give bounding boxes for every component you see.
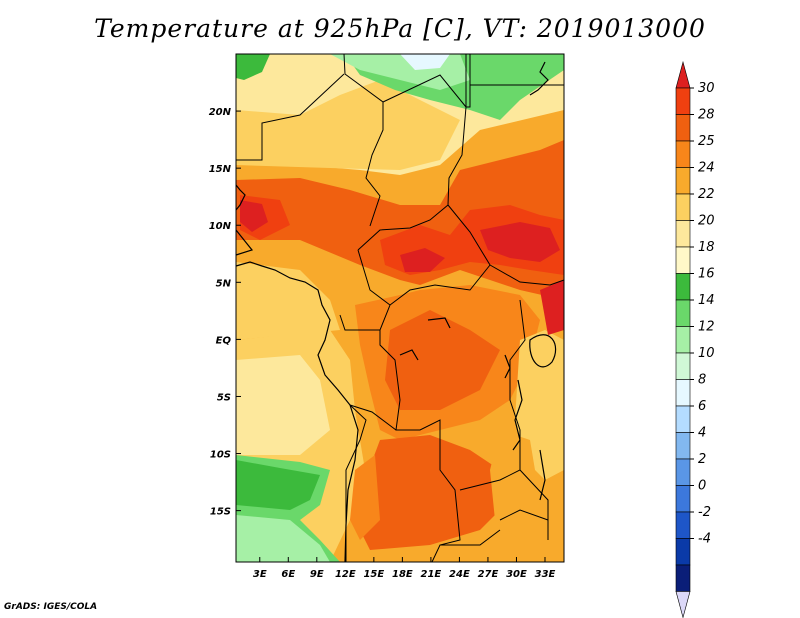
colorbar-label: 18: [698, 240, 715, 255]
temperature-field: [236, 54, 564, 562]
y-tick-label: 20N: [209, 107, 232, 118]
colorbar-label: 16: [698, 267, 715, 282]
colorbar-box: [675, 193, 691, 221]
colorbar-box: [675, 538, 691, 566]
colorbar-box: [675, 273, 691, 301]
y-tick-label: EQ: [216, 335, 232, 346]
colorbar-label: 6: [698, 399, 706, 414]
x-tick-label: 15E: [363, 569, 384, 580]
field-green-n: [236, 54, 564, 120]
y-tick-label: 5N: [216, 278, 232, 289]
plot-frame: [235, 53, 565, 563]
colorbar-label: 30: [698, 81, 715, 96]
colorbar-min-triangle: [675, 591, 691, 618]
country-borders: [236, 53, 565, 563]
colorbar-box: [675, 326, 691, 354]
colorbar-box: [675, 379, 691, 407]
field-lightblue-n: [400, 54, 450, 70]
x-tick-label: 27E: [478, 569, 499, 580]
coastline: [235, 61, 549, 563]
grads-credit: GrADS: IGES/COLA: [4, 602, 98, 612]
field-angola-edge: [350, 455, 380, 540]
x-axis: 3E 6E 9E 12E 15E 18E 21E 24E 27E 30E 33E: [253, 557, 556, 580]
colorbar-label: 4: [698, 426, 706, 441]
colorbar-label: 0: [698, 479, 706, 494]
x-tick-label: 18E: [392, 569, 413, 580]
colorbar-box: [675, 511, 691, 539]
x-tick-label: 30E: [506, 569, 527, 580]
colorbar-label: 24: [698, 161, 715, 176]
y-tick-label: 10S: [210, 450, 231, 461]
y-tick-label: 15N: [209, 164, 232, 175]
colorbar-label: 8: [698, 373, 706, 388]
field-c-hotspot: [400, 248, 445, 272]
x-tick-label: 6E: [281, 569, 295, 580]
field-congo-core: [385, 310, 500, 410]
field-green-nw: [236, 54, 270, 80]
x-tick-label: 9E: [310, 569, 324, 580]
colorbar-label: 12: [698, 320, 715, 335]
x-tick-label: 33E: [535, 569, 556, 580]
field-angola: [355, 435, 510, 550]
colorbar-label: 22: [698, 187, 715, 202]
colorbar-max-triangle: [675, 60, 691, 89]
y-tick-label: 15S: [210, 507, 231, 518]
colorbar-box: [675, 114, 691, 142]
x-tick-label: 3E: [253, 569, 267, 580]
field-guinea: [236, 262, 340, 340]
colorbar-label: 25: [698, 134, 715, 149]
x-tick-label: 24E: [449, 569, 470, 580]
y-axis: 20N 15N 10N 5N EQ 5S 10S 15S: [209, 107, 241, 518]
field-west-red: [240, 200, 268, 232]
colorbar-box: [675, 432, 691, 460]
colorbar-label: -2: [698, 505, 711, 520]
colorbar-label: 20: [698, 214, 715, 229]
field-lightgreen-sw: [236, 515, 330, 562]
colorbar-box: [675, 140, 691, 168]
field-green-sw-dark: [236, 460, 320, 510]
colorbar-box: [675, 299, 691, 327]
colorbar-label: 10: [698, 346, 715, 361]
field-ocean-cool: [236, 355, 330, 455]
colorbar-label: -4: [698, 532, 711, 547]
chart-title: Temperature at 925hPa [C], VT: 201901300…: [94, 14, 706, 43]
x-tick-label: 21E: [421, 569, 442, 580]
colorbar-box: [675, 220, 691, 248]
colorbar-box: [675, 564, 691, 592]
x-tick-label: 12E: [335, 569, 356, 580]
colorbar-label: 28: [698, 108, 715, 123]
colorbar-box: [675, 405, 691, 433]
colorbar-box: [675, 352, 691, 380]
colorbar-box: [675, 458, 691, 486]
colorbar-box: [675, 87, 691, 115]
colorbar-box: [675, 485, 691, 513]
colorbar-label: 2: [698, 452, 706, 467]
field-sahara-mid: [236, 80, 460, 170]
field-east-hotspot: [480, 222, 560, 262]
lakes: [399, 317, 557, 501]
colorbar-box: [675, 246, 691, 274]
colorbar-box: [675, 167, 691, 195]
y-tick-label: 10N: [209, 221, 232, 232]
colorbar-label: 14: [698, 293, 715, 308]
y-tick-label: 5S: [217, 392, 231, 403]
field-east-red: [540, 280, 564, 335]
